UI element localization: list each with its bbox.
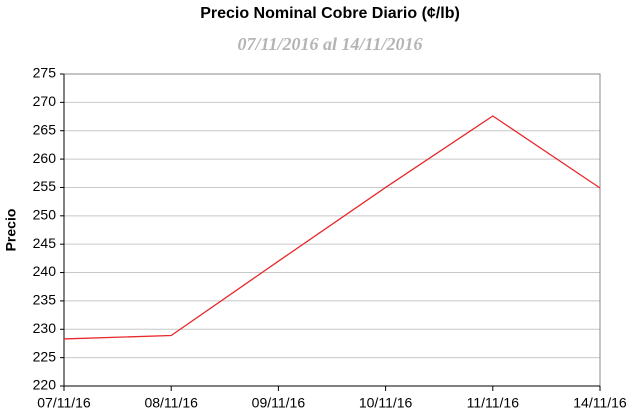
x-tick-label: 09/11/16 [252, 395, 306, 411]
x-tick-label: 11/11/16 [467, 395, 520, 411]
y-tick-label: 245 [33, 235, 57, 251]
x-tick-label: 07/11/16 [37, 395, 91, 411]
x-tick-label: 08/11/16 [144, 395, 198, 411]
y-tick-label: 230 [33, 320, 57, 336]
y-axis-label: Precio [3, 209, 19, 252]
plot-frame [63, 73, 601, 387]
y-tick-label: 235 [33, 292, 57, 308]
y-tick-label: 250 [33, 207, 57, 223]
y-tick-label: 260 [33, 150, 57, 166]
y-tick-label: 270 [33, 93, 57, 109]
y-tick-label: 220 [33, 377, 57, 393]
y-tick-label: 265 [33, 121, 57, 137]
x-tick-label: 10/11/16 [359, 395, 413, 411]
y-tick-label: 240 [33, 263, 57, 279]
x-tick-label: 14/11/16 [573, 395, 627, 411]
y-tick-label: 275 [33, 65, 57, 81]
chart-subtitle: 07/11/2016 al 14/11/2016 [237, 34, 422, 54]
data-line [63, 115, 601, 340]
y-tick-label: 225 [33, 348, 57, 364]
chart-title: Precio Nominal Cobre Diario (¢/lb) [200, 5, 460, 22]
y-tick-label: 255 [33, 178, 57, 194]
